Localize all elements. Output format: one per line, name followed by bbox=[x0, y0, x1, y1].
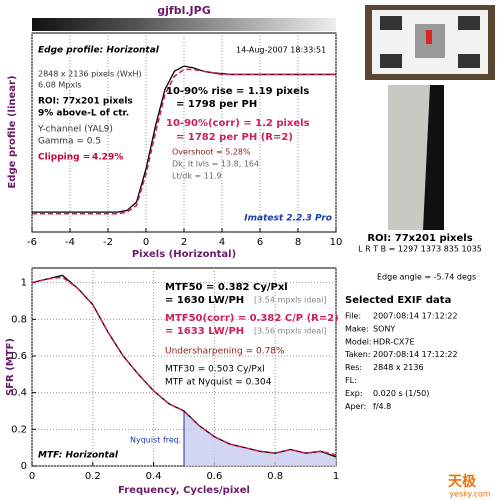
annotation: MTF30 = 0.503 Cy/Pxl bbox=[165, 365, 265, 375]
annotation: 9% above-L of ctr. bbox=[38, 109, 129, 119]
y-axis-label: SFR (MTF) bbox=[5, 338, 16, 396]
y-tick-label: 0.6 bbox=[11, 351, 27, 362]
exif-title: Selected EXIF data bbox=[345, 295, 451, 306]
x-tick-label: -2 bbox=[103, 237, 113, 248]
annotation: Y-channel (YAL9) bbox=[37, 125, 113, 135]
edge-angle: Edge angle = -5.74 degs bbox=[377, 273, 476, 282]
thumb-block bbox=[458, 16, 480, 30]
exif-value: SONY bbox=[373, 324, 395, 333]
y-tick-label: 0 bbox=[21, 461, 27, 472]
exif-label: Exp: bbox=[345, 389, 363, 398]
annotation: 10-90% rise = 1.19 pixels bbox=[166, 86, 309, 97]
exif-value: f/4.8 bbox=[373, 402, 391, 411]
y-axis-label: Edge profile (linear) bbox=[7, 75, 18, 188]
annotation: ROI: 77x201 pixels bbox=[38, 97, 133, 107]
watermark-logo: 天极 bbox=[448, 473, 477, 490]
x-tick-label: 6 bbox=[257, 237, 263, 248]
series-line bbox=[32, 68, 336, 215]
exif-value: 2848 x 2136 bbox=[373, 363, 424, 372]
x-tick-label: 0.4 bbox=[146, 471, 162, 482]
x-tick-label: 8 bbox=[295, 237, 301, 248]
chart-title: MTF: Horizontal bbox=[38, 451, 119, 461]
plots: -6 -4 -2 0 2 4 6 8 100 0.2 0.4 0.6 0.8 100.20.40.60.8… bbox=[11, 32, 343, 482]
x-tick-label: 10 bbox=[330, 237, 343, 248]
x-tick-label: 0.2 bbox=[85, 471, 101, 482]
x-tick-label: 4 bbox=[219, 237, 225, 248]
thumb-roi bbox=[426, 30, 432, 44]
roi-lrtb: L R T B = 1297 1373 835 1035 bbox=[358, 245, 482, 254]
x-tick-label: 1 bbox=[333, 471, 339, 482]
x-tick-label: 0.8 bbox=[267, 471, 283, 482]
edge-strip bbox=[32, 18, 336, 31]
annotation: Overshoot = 5.28% bbox=[172, 148, 251, 157]
x-axis-label: Pixels (Horizontal) bbox=[132, 249, 236, 260]
thumb-block bbox=[380, 54, 402, 68]
y-tick-label: 0.4 bbox=[11, 388, 27, 399]
roi-title: ROI: 77x201 pixels bbox=[367, 233, 472, 244]
exif-value: 2007:08:14 17:12:22 bbox=[373, 350, 458, 359]
annotation: = 1630 LW/PH bbox=[165, 295, 244, 306]
annotation: = 1798 per PH bbox=[176, 99, 257, 110]
exif-label: FL: bbox=[345, 376, 357, 385]
y-tick-label: 1 bbox=[21, 278, 27, 289]
x-tick-label: 0 bbox=[143, 237, 149, 248]
roi-edge bbox=[423, 85, 444, 230]
thumb-block bbox=[380, 16, 402, 30]
chart-title: Edge profile: Horizontal bbox=[38, 46, 160, 56]
watermark-site: yesky.com bbox=[449, 490, 491, 499]
watermark-imatest: Imatest 2.2.3 Pro bbox=[244, 214, 332, 224]
annotation: MTF50 = 0.382 Cy/Pxl bbox=[165, 282, 288, 293]
x-tick-label: 0.6 bbox=[206, 471, 222, 482]
exif-label: Aper: bbox=[345, 402, 366, 411]
annotation: Gamma = 0.5 bbox=[38, 137, 101, 147]
annotation: 10-90%(corr) = 1.2 pixels bbox=[166, 118, 310, 129]
annotation: MTF50(corr) = 0.382 C/P (R=2) bbox=[165, 313, 339, 324]
annotation: Dk, lt lvls = 13.8, 164 bbox=[172, 160, 259, 169]
exif-value: HDR-CX7E bbox=[373, 337, 415, 346]
x-tick-label: 2 bbox=[181, 237, 187, 248]
annotation: 2848 x 2136 pixels (WxH) bbox=[38, 70, 142, 79]
exif-label: Model: bbox=[345, 337, 372, 346]
exif-value: 2007:08:14 17:12:22 bbox=[373, 312, 458, 321]
x-tick-label: -4 bbox=[65, 237, 75, 248]
annotation: = 1782 per PH (R=2) bbox=[176, 132, 293, 143]
y-tick-label: 0.2 bbox=[11, 424, 27, 435]
nyquist-label: Nyquist freq. bbox=[130, 436, 181, 445]
nyquist-area bbox=[184, 411, 336, 466]
annotation: [3.56 mpxls ideal] bbox=[254, 327, 326, 336]
annotation: Lt/dk = 11.9 bbox=[172, 172, 222, 181]
exif-label: File: bbox=[345, 312, 361, 321]
annotation: 14-Aug-2007 18:33:51 bbox=[236, 46, 326, 55]
y-tick-label: 0.8 bbox=[11, 314, 27, 325]
annotation: 4.29% bbox=[92, 153, 123, 163]
x-tick-label: 0 bbox=[29, 471, 35, 482]
window-title: gjfbl.JPG bbox=[157, 4, 210, 17]
annotation: Undersharpening = 0.78% bbox=[165, 347, 285, 357]
exif-label: Make: bbox=[345, 324, 369, 333]
annotation: 6.08 Mpxls bbox=[38, 81, 81, 90]
x-axis-label: Frequency, Cycles/pixel bbox=[118, 485, 250, 496]
annotation: [3.54 mpxls ideal] bbox=[254, 296, 326, 305]
exif-value: 0.020 s (1/50) bbox=[373, 389, 429, 398]
annotation: Clipping = bbox=[38, 153, 90, 163]
annotation: MTF at Nyquist = 0.304 bbox=[165, 378, 272, 388]
series-line bbox=[31, 276, 337, 456]
thumb-block bbox=[458, 54, 480, 68]
annotation: = 1633 LW/PH bbox=[165, 326, 244, 337]
exif-label: Taken: bbox=[344, 350, 371, 359]
exif-label: Res: bbox=[345, 363, 362, 372]
x-tick-label: -6 bbox=[27, 237, 37, 248]
